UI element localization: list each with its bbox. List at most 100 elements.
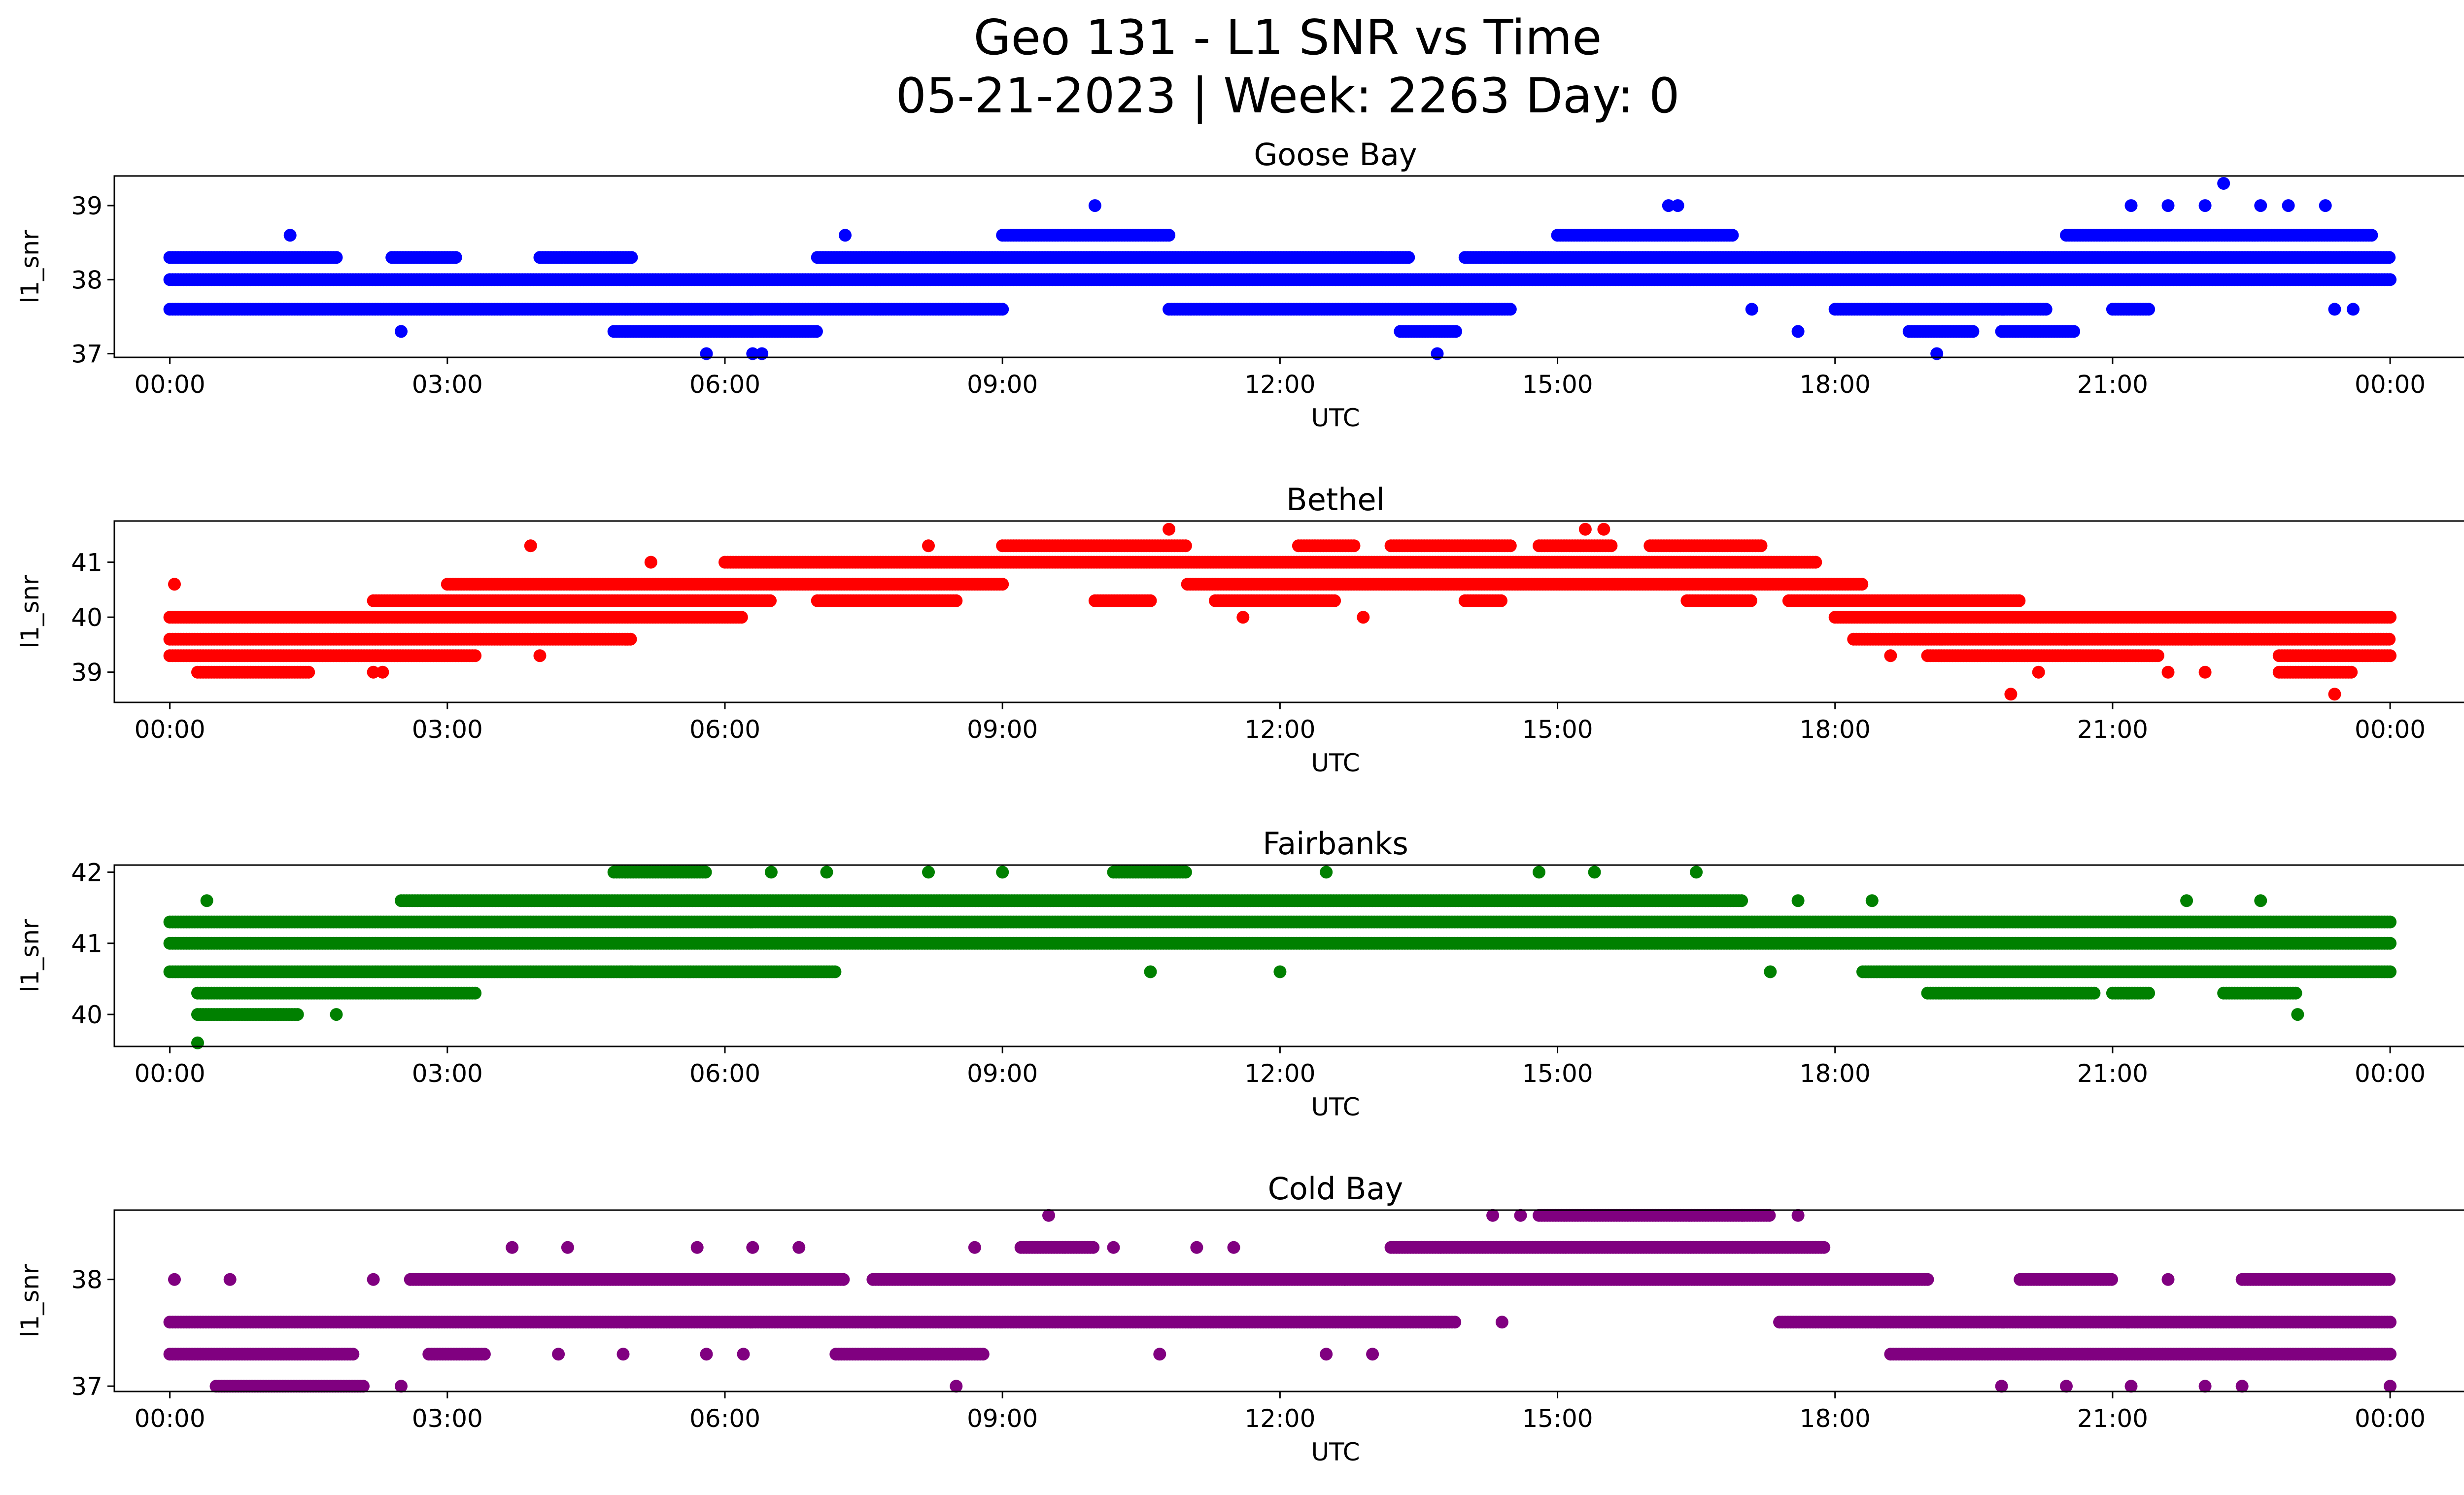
data-point — [1328, 594, 1341, 607]
data-point — [755, 347, 769, 360]
panel-title: Goose Bay — [1254, 137, 1417, 173]
data-point — [1726, 229, 1739, 242]
data-point — [524, 539, 537, 553]
x-tick-label: 18:00 — [1800, 370, 1871, 399]
x-tick-label: 00:00 — [2355, 370, 2426, 399]
x-axis-label: UTC — [1311, 749, 1360, 777]
data-point — [764, 594, 777, 607]
data-point — [2282, 199, 2295, 212]
data-point — [1347, 539, 1361, 553]
data-point — [1966, 325, 1980, 338]
data-points — [163, 522, 2397, 701]
data-point — [1578, 522, 1592, 536]
data-point — [2328, 688, 2341, 701]
data-point — [644, 556, 657, 569]
data-point — [1597, 522, 1610, 536]
data-point — [2032, 665, 2045, 679]
data-point — [1144, 594, 1157, 607]
x-tick-label: 00:00 — [2355, 715, 2426, 744]
data-point — [449, 251, 462, 264]
x-tick-label: 18:00 — [1800, 715, 1871, 744]
data-point — [2142, 303, 2156, 316]
x-tick-label: 09:00 — [967, 370, 1038, 399]
data-point — [1744, 594, 1757, 607]
y-tick-label: 39 — [71, 659, 103, 687]
x-tick-label: 03:00 — [412, 715, 483, 744]
data-point — [1930, 347, 1944, 360]
x-tick-label: 06:00 — [689, 370, 760, 399]
panel-title: Fairbanks — [1263, 826, 1408, 862]
data-point — [1504, 539, 1517, 553]
data-point — [625, 251, 638, 264]
data-point — [2365, 229, 2378, 242]
x-tick-label: 21:00 — [2077, 370, 2148, 399]
data-point — [922, 539, 935, 553]
figure-title-line-1: Geo 131 - L1 SNR vs Time — [973, 10, 1602, 66]
data-point — [2383, 251, 2396, 264]
figure-title: Geo 131 - L1 SNR vs Time 05-21-2023 | We… — [0, 9, 2464, 125]
data-point — [1809, 556, 1822, 569]
data-point — [2161, 199, 2175, 212]
data-point — [330, 251, 343, 264]
data-point — [1884, 649, 1897, 662]
x-tick-label: 00:00 — [135, 715, 205, 744]
data-point — [469, 649, 482, 662]
data-point — [735, 611, 748, 624]
data-point — [2328, 303, 2341, 316]
figure-title-line-2: 05-21-2023 | Week: 2263 Day: 0 — [895, 68, 1680, 124]
x-tick-label: 15:00 — [1522, 715, 1593, 744]
y-tick-label: 39 — [71, 192, 103, 220]
data-point — [376, 665, 389, 679]
data-point — [2004, 688, 2018, 701]
data-point — [2198, 665, 2212, 679]
panel-title: Bethel — [1286, 482, 1385, 518]
x-tick-label: 21:00 — [2077, 715, 2148, 744]
data-point — [2151, 649, 2164, 662]
x-tick-label: 09:00 — [967, 715, 1038, 744]
data-point — [1357, 611, 1370, 624]
data-point — [2217, 177, 2230, 190]
data-point — [996, 578, 1009, 591]
data-point — [2345, 665, 2358, 679]
x-tick-label: 15:00 — [1522, 370, 1593, 399]
data-point — [2319, 199, 2332, 212]
data-point — [1791, 325, 1805, 338]
data-point — [1504, 303, 1517, 316]
data-point — [1495, 594, 1507, 607]
data-point — [533, 649, 547, 662]
data-point — [302, 665, 315, 679]
data-point — [1754, 539, 1768, 553]
data-point — [395, 325, 408, 338]
data-point — [1402, 251, 1415, 264]
x-tick-label: 03:00 — [412, 370, 483, 399]
y-tick-label: 40 — [71, 603, 103, 632]
x-tick-label: 12:00 — [1244, 715, 1315, 744]
data-point — [996, 303, 1009, 316]
data-point — [2013, 594, 2026, 607]
data-point — [1605, 539, 1618, 553]
x-axis-label: UTC — [1311, 404, 1360, 432]
data-point — [1163, 522, 1176, 536]
data-point — [168, 578, 181, 591]
data-point — [2254, 199, 2267, 212]
data-points — [163, 177, 2397, 360]
data-point — [2039, 303, 2053, 316]
data-point — [2384, 649, 2397, 662]
data-point — [839, 229, 852, 242]
axes-frame — [113, 175, 2464, 358]
data-point — [1671, 199, 1684, 212]
data-point — [1431, 347, 1444, 360]
data-point — [1163, 229, 1176, 242]
data-point — [283, 229, 297, 242]
data-point — [1745, 303, 1758, 316]
y-tick-label: 37 — [71, 340, 103, 368]
data-point — [2384, 273, 2397, 286]
y-tick-label: 41 — [71, 549, 103, 577]
y-tick-label: 38 — [71, 266, 103, 294]
data-point — [1179, 539, 1192, 553]
data-point — [2383, 632, 2396, 646]
